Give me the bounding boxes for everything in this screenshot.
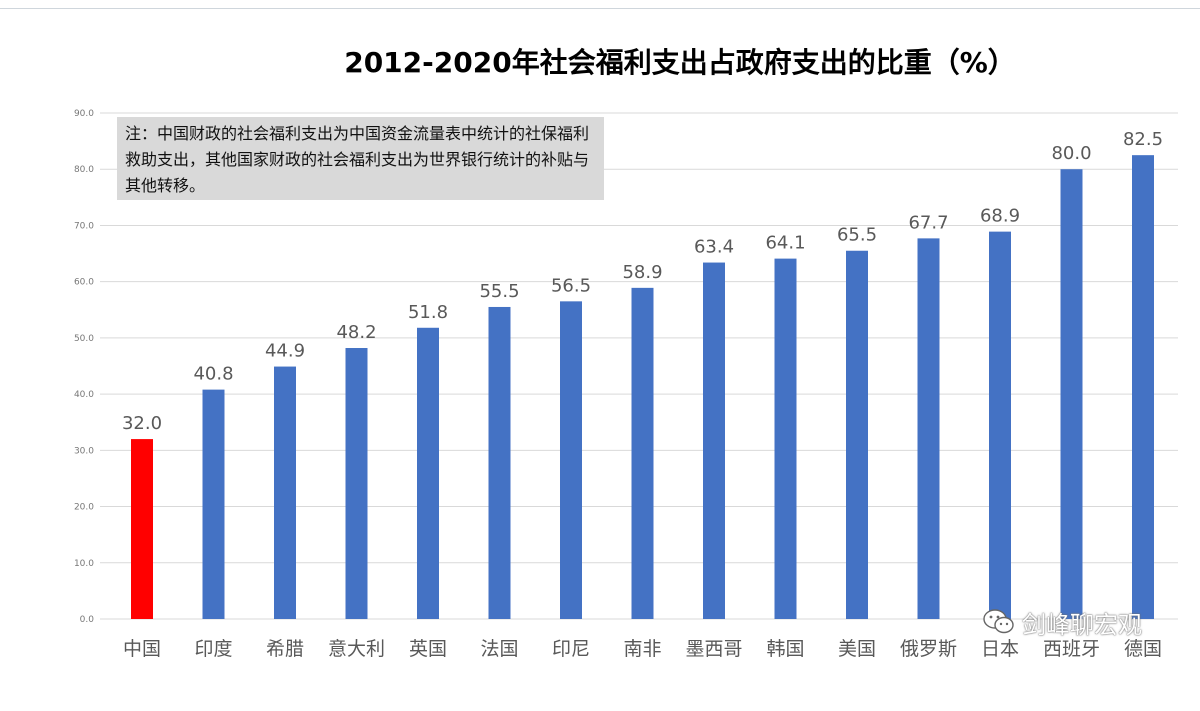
bar bbox=[488, 306, 511, 619]
x-tick-label: 英国 bbox=[409, 638, 447, 660]
y-tick-label: 40.0 bbox=[74, 390, 94, 400]
x-tick-label: 意大利 bbox=[328, 638, 385, 660]
watermark: 剑峰聊宏观 bbox=[982, 605, 1142, 639]
bar bbox=[131, 439, 153, 619]
data-label: 51.8 bbox=[408, 302, 448, 323]
y-tick-label: 60.0 bbox=[74, 278, 94, 288]
x-tick-label: 中国 bbox=[123, 638, 161, 660]
data-label: 65.5 bbox=[837, 225, 877, 246]
x-tick-label: 俄罗斯 bbox=[900, 638, 957, 660]
x-tick-label: 印尼 bbox=[552, 638, 590, 660]
data-label: 56.5 bbox=[551, 275, 591, 296]
bar bbox=[417, 327, 439, 619]
x-tick-label: 西班牙 bbox=[1043, 638, 1100, 660]
x-tick-label: 墨西哥 bbox=[685, 638, 742, 660]
bar bbox=[274, 366, 296, 619]
x-axis-ticks: 中国 印度 希腊 意大利 英国 法国 印尼 南非 墨西哥 韩国 美国 俄罗斯 日本 西班牙 德国 bbox=[123, 638, 1162, 660]
data-label: 44.9 bbox=[265, 341, 305, 362]
data-label: 82.5 bbox=[1123, 129, 1163, 150]
y-tick-label: 80.0 bbox=[74, 165, 94, 175]
bar bbox=[1132, 155, 1154, 619]
x-tick-label: 法国 bbox=[480, 638, 518, 660]
x-tick-label: 美国 bbox=[838, 638, 876, 660]
y-tick-label: 70.0 bbox=[74, 221, 94, 231]
data-label: 64.1 bbox=[765, 233, 805, 254]
x-tick-label: 南非 bbox=[623, 638, 661, 660]
bar bbox=[846, 250, 868, 619]
y-axis-ticks: 0.0 10.0 20.0 30.0 40.0 50.0 60.0 70.0 80.0 90.0 bbox=[74, 109, 94, 625]
y-tick-label: 30.0 bbox=[74, 446, 94, 456]
bar bbox=[989, 231, 1011, 619]
y-tick-label: 0.0 bbox=[80, 615, 95, 625]
watermark-text: 剑峰聊宏观 bbox=[1022, 610, 1142, 639]
x-tick-label: 韩国 bbox=[766, 638, 804, 660]
bar bbox=[202, 389, 225, 619]
bar bbox=[1060, 169, 1083, 619]
top-divider bbox=[0, 8, 1200, 9]
x-tick-label: 希腊 bbox=[266, 638, 304, 660]
data-label: 63.4 bbox=[694, 237, 734, 258]
bar bbox=[774, 258, 797, 619]
bar bbox=[631, 287, 654, 619]
value-labels: 32.0 40.8 44.9 48.2 51.8 55.5 56.5 58.9 63.4 64.1… bbox=[122, 129, 1163, 434]
x-tick-label: 印度 bbox=[194, 638, 232, 660]
data-label: 32.0 bbox=[122, 413, 162, 434]
bar bbox=[917, 238, 940, 619]
y-tick-label: 10.0 bbox=[74, 559, 94, 569]
y-tick-label: 20.0 bbox=[74, 503, 94, 513]
chart-title: 2012-2020年社会福利支出占政府支出的比重（%） bbox=[344, 46, 1016, 79]
data-label: 68.9 bbox=[980, 206, 1020, 227]
data-label: 55.5 bbox=[479, 281, 519, 302]
data-label: 40.8 bbox=[193, 364, 233, 385]
data-label: 67.7 bbox=[908, 212, 948, 233]
bar bbox=[345, 348, 368, 619]
data-label: 80.0 bbox=[1051, 143, 1091, 164]
x-tick-label: 日本 bbox=[981, 638, 1019, 660]
data-label: 48.2 bbox=[336, 322, 376, 343]
note-box: 注：中国财政的社会福利支出为中国资金流量表中统计的社保福利救助支出，其他国家财政… bbox=[117, 117, 604, 200]
data-label: 58.9 bbox=[622, 262, 662, 283]
bar bbox=[703, 262, 725, 619]
bar bbox=[560, 301, 582, 619]
y-tick-label: 90.0 bbox=[74, 109, 94, 119]
y-tick-label: 50.0 bbox=[74, 334, 94, 344]
bars bbox=[131, 155, 1154, 619]
x-tick-label: 德国 bbox=[1124, 638, 1162, 660]
wechat-icon bbox=[983, 609, 1014, 634]
